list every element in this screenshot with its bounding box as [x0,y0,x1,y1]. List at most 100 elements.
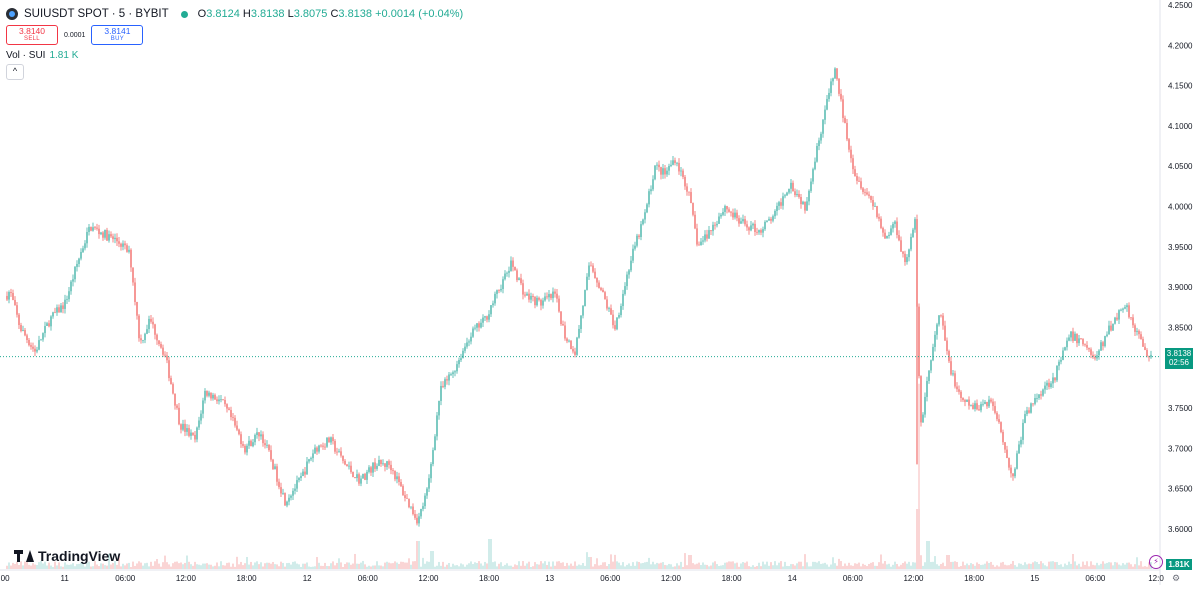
candle-body [736,212,738,219]
candle-body [408,498,410,508]
candle-body [624,286,626,294]
candle-body [1140,334,1142,340]
candle-body [844,117,846,123]
volume-bar [714,561,716,569]
volume-bar [732,561,734,569]
candle-body [152,321,154,325]
volume-bar [874,565,876,569]
volume-bar [972,564,974,569]
candle-body [528,293,530,300]
candle-body [1042,389,1044,396]
volume-bar [812,561,814,569]
volume-bar [458,566,460,569]
candle-body [1104,336,1106,347]
volume-bar [28,564,30,569]
volume-bar [800,561,802,569]
volume-bar [164,555,166,569]
candle-body [1100,342,1102,351]
price-tick-label: 3.9500 [1168,243,1193,252]
candle-body [36,349,38,352]
volume-bar [468,563,470,569]
volume-bar [976,562,978,569]
candle-body [472,328,474,337]
price-tick-label: 3.8500 [1168,323,1193,332]
candle-body [984,401,986,404]
volume-bar [994,566,996,569]
candle-body [404,495,406,498]
volume-bar [1034,561,1036,569]
candle-body [414,514,416,518]
candle-body [1008,457,1010,468]
buy-label: BUY [110,36,125,42]
volume-bar [904,561,906,569]
volume-bar [856,563,858,569]
candle-body [94,227,96,229]
price-tick-label: 4.2000 [1168,41,1193,50]
chevron-up-icon[interactable]: ^ [6,64,24,80]
candle-body [110,234,112,237]
candle-body [1010,467,1012,474]
volume-bar [528,561,530,569]
buy-button[interactable]: 3.8141 BUY [91,25,144,45]
volume-bar [10,565,12,569]
candle-body [376,465,378,469]
volume-bar [990,561,992,569]
volume-bar [398,563,400,569]
volume-bar [614,554,616,569]
candle-body [804,201,806,211]
volume-bar [716,564,718,569]
price-tick-label: 4.1500 [1168,82,1193,91]
candle-body [578,328,580,338]
candle-body [806,201,808,211]
candle-body [610,308,612,315]
time-tick-label: 15 [1030,574,1039,583]
volume-bar [6,565,8,569]
candle-body [130,249,132,268]
candle-body [346,464,348,467]
volume-bar [348,562,350,569]
volume-bar [658,563,660,569]
trade-row: 3.8140 SELL 0.0001 3.8141 BUY [6,25,463,45]
volume-bar [876,565,878,569]
lightning-icon[interactable]: ⚡ [1149,555,1163,569]
candle-body [840,93,842,100]
tradingview-logo[interactable]: TradingView [14,548,120,564]
volume-bar [896,563,898,569]
volume-bar [396,562,398,569]
candle-body [512,260,514,267]
volume-bar [736,562,738,569]
candle-body [104,229,106,238]
open-value: 3.8124 [206,8,240,20]
volume-bar [672,566,674,569]
volume-legend-label[interactable]: Vol · SUI [6,50,46,61]
candle-body [506,272,508,274]
volume-bar [880,554,882,569]
candle-body [468,341,470,343]
volume-bar [646,561,648,569]
high-value: 3.8138 [250,8,285,20]
candle-body [752,223,754,226]
volume-bar [838,558,840,569]
candle-body [996,412,998,420]
volume-bar [734,563,736,569]
volume-bar [584,565,586,569]
sell-button[interactable]: 3.8140 SELL [6,25,58,45]
candle-body [714,224,716,226]
candle-body [764,221,766,230]
symbol-title[interactable]: SUIUSDT SPOT · 5 · BYBIT [24,8,169,20]
candle-body [742,219,744,222]
volume-bar [1080,566,1082,569]
volume-bar [270,563,272,569]
candle-body [650,189,652,192]
candle-body [278,481,280,488]
volume-bar [276,564,278,569]
candle-body [570,340,572,350]
gear-icon[interactable]: ⚙ [1172,573,1181,583]
candle-body [688,191,690,193]
candle-body [618,315,620,318]
candle-body [132,267,134,283]
volume-bar [484,561,486,569]
candle-body [366,471,368,480]
